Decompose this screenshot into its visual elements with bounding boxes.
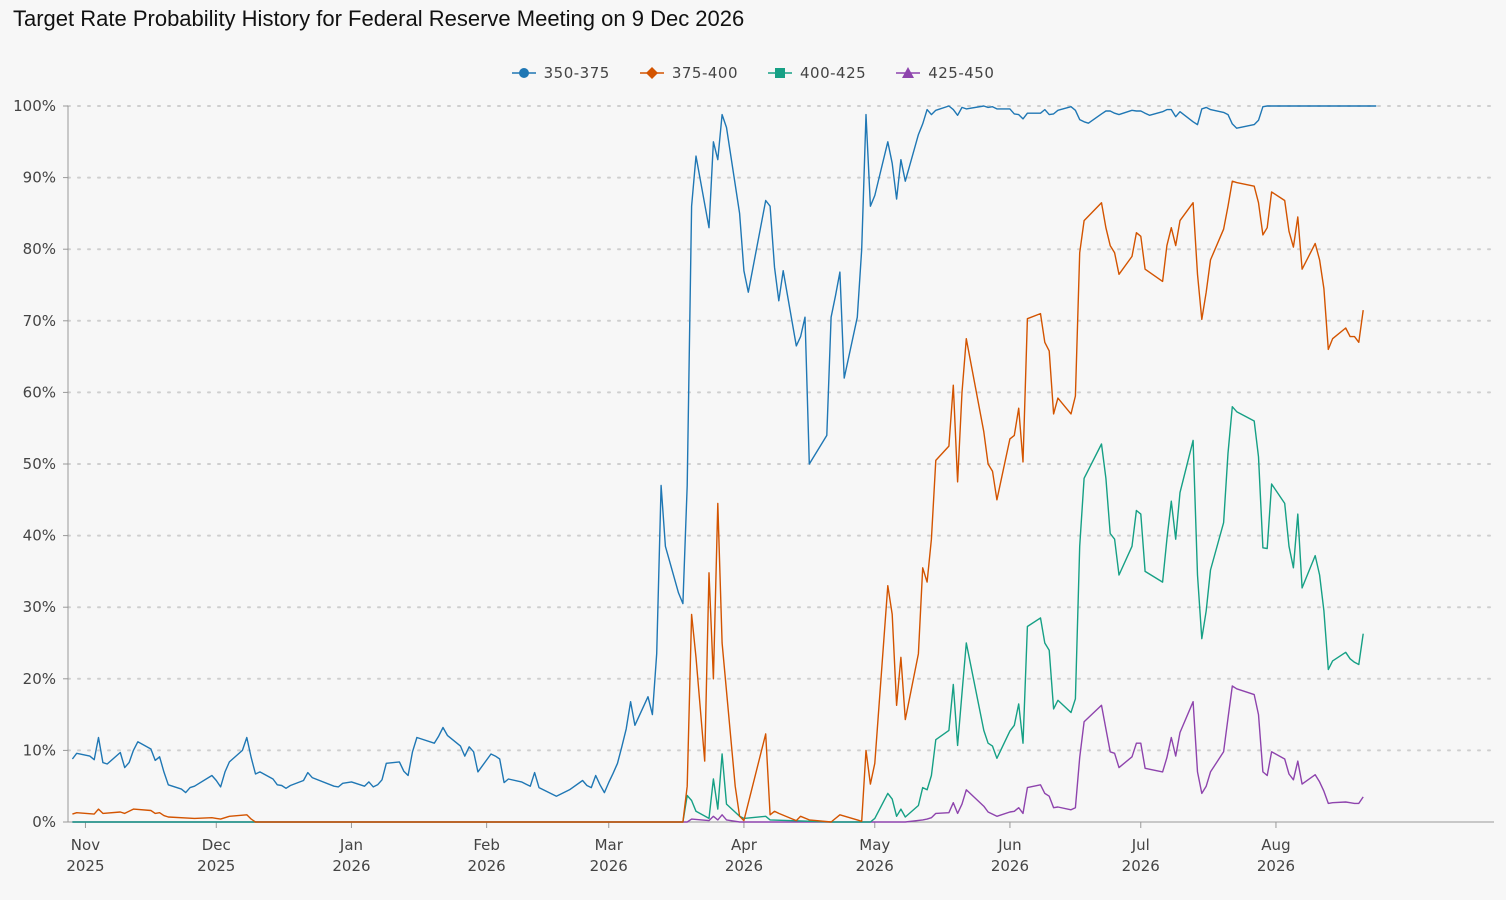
legend: 350-375 375-400 400-425 425-450: [0, 64, 1506, 82]
y-tick-label: 100%: [13, 97, 56, 115]
y-tick-label: 60%: [23, 383, 56, 401]
x-tick-label-month: Aug: [1261, 836, 1290, 854]
y-tick-label: 70%: [23, 312, 56, 330]
legend-label: 375-400: [671, 64, 738, 82]
chart-title: Target Rate Probability History for Fede…: [13, 6, 745, 31]
x-tick-label-year: 2026: [991, 857, 1029, 875]
x-tick-label-month: Dec: [202, 836, 231, 854]
triangle-marker-icon: [896, 67, 921, 78]
series-line-400-425[interactable]: [72, 406, 1364, 823]
x-tick-label-year: 2026: [1122, 857, 1160, 875]
x-tick-label-year: 2026: [725, 857, 763, 875]
x-tick-label-month: Jun: [997, 836, 1021, 854]
legend-label: 350-375: [543, 64, 610, 82]
x-tick-label-year: 2026: [332, 857, 370, 875]
x-tick-label-month: Mar: [595, 836, 624, 854]
x-tick-label-year: 2025: [197, 857, 235, 875]
x-tick-label-month: Jan: [339, 836, 363, 854]
legend-item-350-375[interactable]: 350-375: [511, 64, 610, 82]
x-tick-label-month: Apr: [731, 836, 758, 854]
series-line-375-400[interactable]: [72, 180, 1364, 823]
x-tick-label-month: Jul: [1131, 836, 1150, 854]
series-line-425-450[interactable]: [72, 685, 1364, 823]
circle-marker-icon: [511, 68, 536, 78]
x-tick-label-year: 2026: [468, 857, 506, 875]
y-tick-label: 0%: [32, 813, 56, 831]
x-tick-label-month: Nov: [71, 836, 100, 854]
y-tick-label: 90%: [23, 169, 56, 187]
legend-label: 400-425: [800, 64, 867, 82]
y-tick-label: 30%: [23, 598, 56, 616]
x-tick-label-year: 2025: [66, 857, 104, 875]
y-tick-label: 40%: [23, 527, 56, 545]
x-tick-label-month: May: [859, 836, 890, 854]
x-tick-label-year: 2026: [856, 857, 894, 875]
y-tick-label: 10%: [23, 741, 56, 759]
legend-label: 425-450: [928, 64, 995, 82]
legend-item-425-450[interactable]: 425-450: [896, 64, 994, 82]
legend-item-400-425[interactable]: 400-425: [768, 64, 866, 82]
x-tick-label-month: Feb: [473, 836, 500, 854]
y-tick-label: 20%: [23, 670, 56, 688]
square-marker-icon: [768, 68, 792, 78]
legend-item-375-400[interactable]: 375-400: [639, 64, 738, 82]
x-tick-label-year: 2026: [590, 857, 628, 875]
series-line-350-375[interactable]: [71, 105, 1377, 797]
x-tick-label-year: 2026: [1257, 857, 1295, 875]
diamond-marker-icon: [639, 67, 664, 79]
y-tick-label: 50%: [23, 455, 56, 473]
y-tick-label: 80%: [23, 240, 56, 258]
